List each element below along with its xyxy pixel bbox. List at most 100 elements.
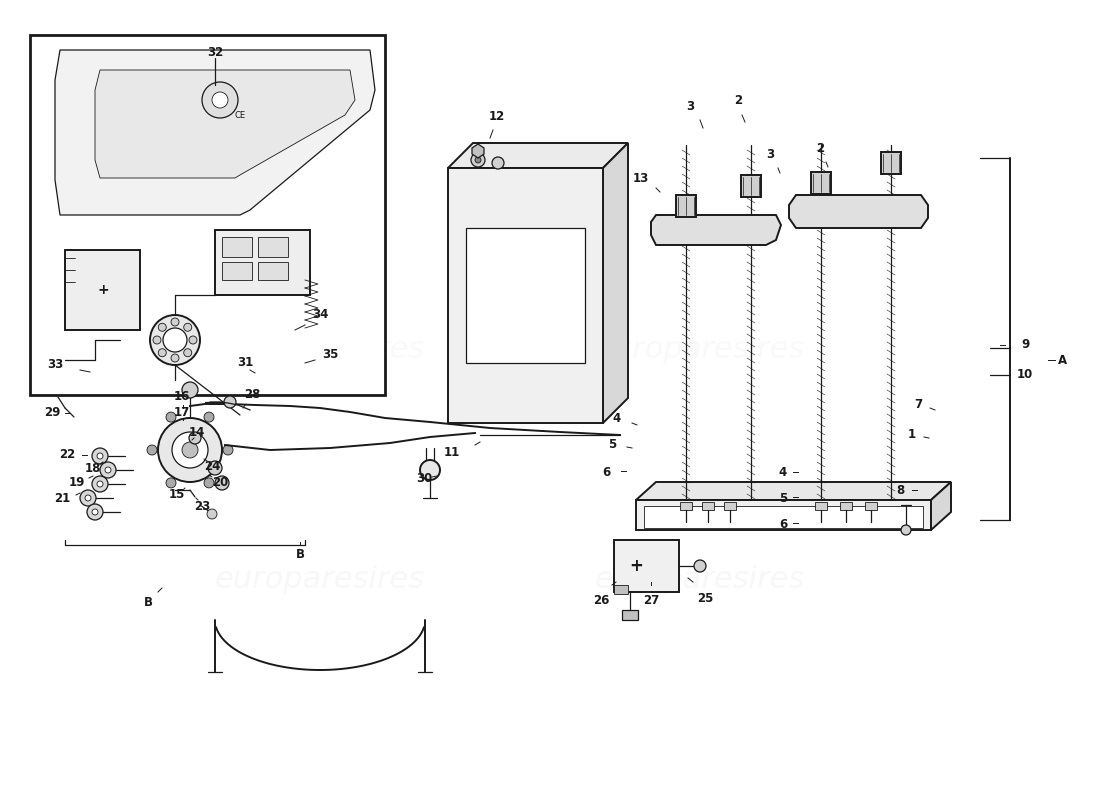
Bar bbox=[865, 502, 877, 510]
Text: 4: 4 bbox=[613, 411, 621, 425]
Text: europaresires: europaresires bbox=[595, 335, 805, 365]
Text: 23: 23 bbox=[194, 501, 210, 514]
Text: 3: 3 bbox=[686, 101, 694, 114]
Bar bbox=[881, 152, 901, 174]
Circle shape bbox=[153, 336, 161, 344]
Bar bbox=[741, 175, 761, 197]
Text: CE: CE bbox=[234, 110, 245, 119]
Circle shape bbox=[202, 82, 238, 118]
Circle shape bbox=[158, 323, 166, 331]
Polygon shape bbox=[789, 195, 928, 228]
Circle shape bbox=[471, 153, 485, 167]
Text: 2: 2 bbox=[816, 142, 824, 154]
Text: 15: 15 bbox=[168, 489, 185, 502]
Circle shape bbox=[182, 442, 198, 458]
Circle shape bbox=[163, 328, 187, 352]
Circle shape bbox=[184, 323, 191, 331]
Circle shape bbox=[184, 349, 191, 357]
Bar bbox=[214, 230, 310, 295]
Circle shape bbox=[172, 432, 208, 468]
Circle shape bbox=[204, 412, 214, 422]
Text: 31: 31 bbox=[236, 355, 253, 369]
Bar bbox=[65, 250, 140, 330]
Circle shape bbox=[104, 467, 111, 473]
Bar bbox=[448, 168, 603, 423]
Text: 9: 9 bbox=[1021, 338, 1030, 351]
Text: 24: 24 bbox=[204, 461, 220, 474]
Bar bbox=[614, 585, 628, 594]
Text: europaresires: europaresires bbox=[595, 566, 805, 594]
Circle shape bbox=[189, 336, 197, 344]
Text: 18: 18 bbox=[85, 462, 101, 474]
Text: 30: 30 bbox=[416, 471, 432, 485]
Bar bbox=[222, 237, 252, 257]
Text: A: A bbox=[1057, 354, 1067, 366]
Circle shape bbox=[166, 478, 176, 488]
Text: europaresires: europaresires bbox=[214, 335, 425, 365]
Text: 14: 14 bbox=[189, 426, 206, 438]
Circle shape bbox=[92, 509, 98, 515]
Text: 25: 25 bbox=[696, 591, 713, 605]
Polygon shape bbox=[931, 482, 952, 530]
Circle shape bbox=[492, 157, 504, 169]
Circle shape bbox=[80, 490, 96, 506]
Circle shape bbox=[189, 432, 201, 444]
Circle shape bbox=[150, 315, 200, 365]
Text: 27: 27 bbox=[642, 594, 659, 606]
Bar bbox=[702, 502, 714, 510]
Text: 17: 17 bbox=[174, 406, 190, 419]
Circle shape bbox=[166, 412, 176, 422]
Bar bbox=[724, 502, 736, 510]
Text: 35: 35 bbox=[322, 349, 338, 362]
Polygon shape bbox=[651, 215, 781, 245]
Text: 11: 11 bbox=[444, 446, 460, 458]
Polygon shape bbox=[472, 144, 484, 158]
Bar bbox=[680, 502, 692, 510]
Text: 21: 21 bbox=[54, 491, 70, 505]
Text: 12: 12 bbox=[488, 110, 505, 123]
Text: 29: 29 bbox=[44, 406, 60, 419]
Circle shape bbox=[901, 525, 911, 535]
Circle shape bbox=[92, 476, 108, 492]
Circle shape bbox=[420, 460, 440, 480]
Bar bbox=[258, 262, 288, 280]
Text: B: B bbox=[143, 595, 153, 609]
Circle shape bbox=[207, 509, 217, 519]
Text: 28: 28 bbox=[244, 389, 261, 402]
Polygon shape bbox=[95, 70, 355, 178]
Circle shape bbox=[97, 453, 103, 459]
Circle shape bbox=[97, 481, 103, 487]
Text: 1: 1 bbox=[908, 429, 916, 442]
Polygon shape bbox=[448, 143, 628, 168]
Text: 13: 13 bbox=[632, 171, 649, 185]
Circle shape bbox=[92, 448, 108, 464]
Polygon shape bbox=[55, 50, 375, 215]
Polygon shape bbox=[636, 482, 952, 500]
Bar bbox=[222, 262, 252, 280]
Circle shape bbox=[147, 445, 157, 455]
Text: 4: 4 bbox=[779, 466, 788, 478]
Text: 2: 2 bbox=[734, 94, 742, 106]
Text: 26: 26 bbox=[593, 594, 609, 606]
Text: 6: 6 bbox=[602, 466, 610, 478]
Circle shape bbox=[158, 418, 222, 482]
Bar bbox=[815, 502, 827, 510]
Circle shape bbox=[100, 462, 116, 478]
Text: 20: 20 bbox=[212, 477, 228, 490]
Circle shape bbox=[158, 349, 166, 357]
Text: 5: 5 bbox=[608, 438, 616, 451]
Text: 8: 8 bbox=[895, 483, 904, 497]
Bar bbox=[636, 500, 931, 530]
Text: 33: 33 bbox=[47, 358, 63, 371]
Text: 10: 10 bbox=[1016, 369, 1033, 382]
Circle shape bbox=[223, 445, 233, 455]
Bar bbox=[811, 172, 830, 194]
Bar bbox=[644, 506, 923, 528]
Circle shape bbox=[694, 560, 706, 572]
Circle shape bbox=[475, 157, 481, 163]
Circle shape bbox=[182, 382, 198, 398]
Polygon shape bbox=[603, 143, 628, 423]
Bar bbox=[466, 228, 585, 363]
Circle shape bbox=[214, 476, 229, 490]
Text: 34: 34 bbox=[311, 309, 328, 322]
